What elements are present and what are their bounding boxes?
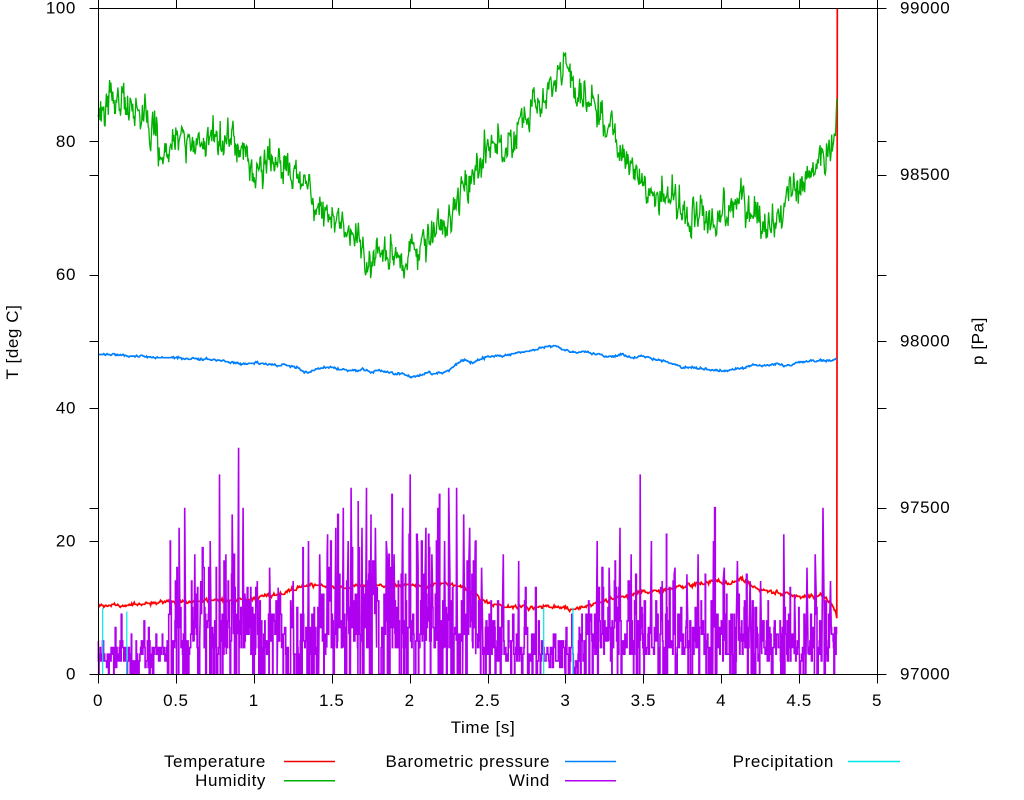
svg-text:97500: 97500 (900, 498, 950, 517)
svg-text:p [Pa]: p [Pa] (969, 317, 988, 365)
svg-text:3: 3 (560, 691, 570, 710)
svg-text:T [deg C]: T [deg C] (3, 304, 22, 379)
svg-text:0.5: 0.5 (163, 691, 188, 710)
svg-text:Time [s]: Time [s] (451, 718, 516, 737)
svg-text:20: 20 (56, 532, 76, 551)
svg-text:100: 100 (46, 0, 76, 18)
svg-text:97000: 97000 (900, 665, 950, 684)
svg-text:Precipitation: Precipitation (733, 752, 834, 771)
svg-text:Barometric pressure: Barometric pressure (386, 752, 550, 771)
svg-text:5: 5 (872, 691, 882, 710)
svg-text:2: 2 (405, 691, 415, 710)
svg-text:2.5: 2.5 (475, 691, 500, 710)
svg-text:0: 0 (66, 665, 76, 684)
svg-text:80: 80 (56, 132, 76, 151)
svg-text:40: 40 (56, 398, 76, 417)
svg-text:0: 0 (93, 691, 103, 710)
svg-text:4: 4 (716, 691, 726, 710)
svg-text:Humidity: Humidity (195, 771, 266, 790)
svg-text:99000: 99000 (900, 0, 950, 18)
svg-text:Temperature: Temperature (164, 752, 266, 771)
svg-text:1.5: 1.5 (319, 691, 344, 710)
svg-text:1: 1 (249, 691, 259, 710)
svg-text:Wind: Wind (509, 771, 550, 790)
svg-text:60: 60 (56, 265, 76, 284)
svg-text:4.5: 4.5 (786, 691, 811, 710)
svg-text:98500: 98500 (900, 165, 950, 184)
svg-text:3.5: 3.5 (631, 691, 656, 710)
svg-text:98000: 98000 (900, 332, 950, 351)
